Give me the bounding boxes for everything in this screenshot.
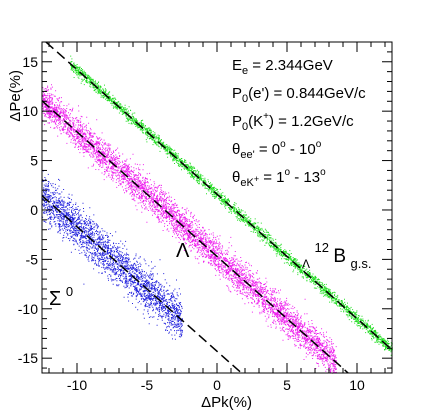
y-tick-label: -15 xyxy=(18,350,38,366)
x-tick-label: -10 xyxy=(67,377,87,393)
tick-labels: -10 -5 0 5 10 -15 -10 -5 0 5 10 15 xyxy=(18,54,365,393)
dashed-line-0 xyxy=(45,41,393,351)
label-gs-sub: g.s. xyxy=(351,256,372,271)
x-axis-label: ΔPk(%) xyxy=(201,394,252,411)
series-points-path xyxy=(42,84,337,374)
series-points-path xyxy=(42,170,183,340)
x-tick-label: 0 xyxy=(213,377,221,393)
y-tick-label: -5 xyxy=(26,251,39,267)
kinematics-annotations: Ee = 2.344GeV P0(e') = 0.844GeV/c P0(K+) =… xyxy=(232,57,366,189)
label-B: B xyxy=(333,246,346,267)
axis-ticks xyxy=(42,41,392,373)
series-label-sigma0: Σ 0 xyxy=(49,284,73,310)
x-tick-label: -5 xyxy=(141,377,154,393)
dashed-line-1 xyxy=(41,100,349,374)
y-tick-label: 10 xyxy=(22,103,38,119)
annotation-line-0: Ee = 2.344GeV xyxy=(232,57,333,77)
label-12-sup: 12 xyxy=(314,240,328,255)
annotation-line-2: P0(K+) = 1.2GeV/c xyxy=(232,111,354,133)
annotation-line-3: θee' = 0o - 10o xyxy=(232,139,322,161)
series-points-2 xyxy=(42,170,183,340)
series-points-1 xyxy=(42,84,337,374)
y-axis-label: ΔPe(%) xyxy=(7,70,24,122)
label-sigma: Σ xyxy=(49,288,61,310)
series-points-0 xyxy=(70,55,393,356)
dashed-fit-lines xyxy=(41,41,393,374)
x-tick-label: 10 xyxy=(349,377,365,393)
y-tick-label: -10 xyxy=(18,301,38,317)
series-label-lambda12b: Λ 12 B g.s. xyxy=(302,239,372,272)
annotation-line-1: P0(e') = 0.844GeV/c xyxy=(232,85,366,105)
y-tick-label: 15 xyxy=(22,54,38,70)
series-points-path xyxy=(70,55,393,356)
y-tick-label: 0 xyxy=(30,202,38,218)
label-lambda-sub: Λ xyxy=(302,257,310,271)
y-tick-label: 5 xyxy=(30,153,38,169)
label-sigma-sup: 0 xyxy=(66,284,73,299)
scatter-points xyxy=(42,55,393,374)
x-tick-label: 5 xyxy=(283,377,291,393)
series-label-lambda: Λ xyxy=(176,240,190,262)
annotation-line-4: θeK+ = 1o - 13o xyxy=(232,167,326,189)
